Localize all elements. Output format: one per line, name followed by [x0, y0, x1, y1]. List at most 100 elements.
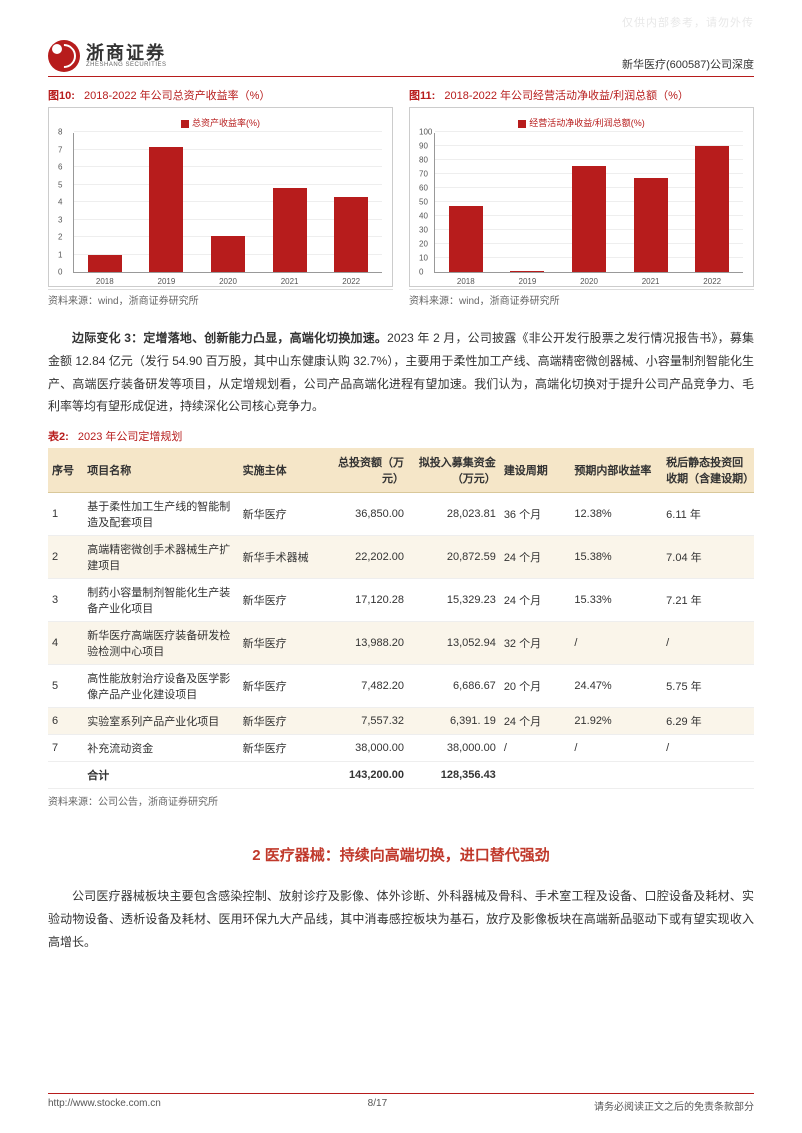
footer-disclaimer: 请务必阅读正文之后的免责条款部分: [594, 1098, 754, 1113]
table-cell: 2: [48, 536, 83, 579]
bar: [211, 236, 245, 272]
table-cell: 38,000.00: [323, 735, 408, 762]
table-cell: 24 个月: [500, 708, 571, 735]
table-cell: 合计: [83, 762, 238, 789]
ytick: 80: [419, 156, 428, 165]
table-cell: 1: [48, 493, 83, 536]
table-cell: 36,850.00: [323, 493, 408, 536]
table-cell: 6,686.67: [408, 665, 500, 708]
ytick: 0: [58, 268, 62, 277]
ytick: 6: [58, 163, 62, 172]
th-payback: 税后静态投资回收期（含建设期）: [662, 448, 754, 493]
table-cell: 20,872.59: [408, 536, 500, 579]
footer-url: http://www.stocke.com.cn: [48, 1098, 161, 1113]
table-cell: /: [662, 735, 754, 762]
ytick: 30: [419, 226, 428, 235]
table-cell: 高性能放射治疗设备及医学影像产品产业化建设项目: [83, 665, 238, 708]
table-cell: 6.29 年: [662, 708, 754, 735]
table-cell: 高端精密微创手术器械生产扩建项目: [83, 536, 238, 579]
table-cell: 基于柔性加工生产线的智能制造及配套项目: [83, 493, 238, 536]
th-num: 序号: [48, 448, 83, 493]
xtick: 2021: [281, 277, 299, 286]
chart-10-source: 资料来源：wind，浙商证券研究所: [48, 289, 393, 307]
th-irr: 预期内部收益率: [570, 448, 662, 493]
table-cell: 3: [48, 579, 83, 622]
table-cell: 7: [48, 735, 83, 762]
table-cell: 新华医疗高端医疗装备研发检验检测中心项目: [83, 622, 238, 665]
table-cell: 20 个月: [500, 665, 571, 708]
table-cell: 17,120.28: [323, 579, 408, 622]
footer-page: 8/17: [368, 1098, 387, 1113]
bar: [273, 188, 307, 272]
table-cell: 28,023.81: [408, 493, 500, 536]
ytick: 8: [58, 128, 62, 137]
ytick: 10: [419, 254, 428, 263]
table-cell: 143,200.00: [323, 762, 408, 789]
xtick: 2019: [157, 277, 175, 286]
table-row: 1基于柔性加工生产线的智能制造及配套项目新华医疗36,850.0028,023.…: [48, 493, 754, 536]
table-cell: /: [500, 735, 571, 762]
chart-10-tag: 图10:: [48, 90, 75, 102]
ytick: 0: [419, 268, 423, 277]
ytick: 90: [419, 142, 428, 151]
table-cell: 新华医疗: [239, 622, 324, 665]
table-cell: 13,988.20: [323, 622, 408, 665]
table-cell: 6: [48, 708, 83, 735]
page-header: 浙商证券 ZHESHANG SECURITIES 新华医疗(600587)公司深…: [48, 40, 754, 77]
table-cell: 补充流动资金: [83, 735, 238, 762]
table-row: 3制药小容量制剂智能化生产装备产业化项目新华医疗17,120.2815,329.…: [48, 579, 754, 622]
th-entity: 实施主体: [239, 448, 324, 493]
table-cell: 新华医疗: [239, 708, 324, 735]
ytick: 7: [58, 145, 62, 154]
table-cell: 38,000.00: [408, 735, 500, 762]
logo-cn: 浙商证券: [86, 44, 167, 62]
table-2-title: 2023 年公司定增规划: [78, 431, 183, 443]
th-raise: 拟投入募集资金（万元）: [408, 448, 500, 493]
chart-11-legend: 经营活动净收益/利润总额(%): [416, 116, 747, 129]
xtick: 2021: [642, 277, 660, 286]
th-inv: 总投资额（万元）: [323, 448, 408, 493]
table-cell: 新华医疗: [239, 579, 324, 622]
table-cell: [500, 762, 571, 789]
bar: [695, 146, 729, 272]
xtick: 2018: [96, 277, 114, 286]
table-cell: 32 个月: [500, 622, 571, 665]
table-cell: 7.21 年: [662, 579, 754, 622]
paragraph-medical-devices: 公司医疗器械板块主要包含感染控制、放射诊疗及影像、体外诊断、外科器械及骨科、手术…: [48, 885, 754, 953]
table-header-row: 序号 项目名称 实施主体 总投资额（万元） 拟投入募集资金（万元） 建设周期 预…: [48, 448, 754, 493]
table-row: 4新华医疗高端医疗装备研发检验检测中心项目新华医疗13,988.2013,052…: [48, 622, 754, 665]
ytick: 2: [58, 233, 62, 242]
ytick: 50: [419, 198, 428, 207]
xtick: 2019: [518, 277, 536, 286]
chart-11-tag: 图11:: [409, 90, 435, 102]
table-cell: 5.75 年: [662, 665, 754, 708]
table-cell: 12.38%: [570, 493, 662, 536]
table-cell: 21.92%: [570, 708, 662, 735]
table-cell: 15,329.23: [408, 579, 500, 622]
table-cell: [570, 762, 662, 789]
ytick: 40: [419, 212, 428, 221]
table-row: 2高端精密微创手术器械生产扩建项目新华手术器械22,202.0020,872.5…: [48, 536, 754, 579]
ytick: 100: [419, 128, 432, 137]
bar: [449, 206, 483, 272]
table-total-row: 合计143,200.00128,356.43: [48, 762, 754, 789]
watermark-text: 仅供内部参考，请勿外传: [622, 14, 754, 30]
table-row: 5高性能放射治疗设备及医学影像产品产业化建设项目新华医疗7,482.206,68…: [48, 665, 754, 708]
doc-title: 新华医疗(600587)公司深度: [622, 56, 754, 72]
xtick: 2022: [342, 277, 360, 286]
th-name: 项目名称: [83, 448, 238, 493]
chart-10-title: 2018-2022 年公司总资产收益率（%）: [84, 90, 270, 102]
logo-en: ZHESHANG SECURITIES: [86, 62, 167, 68]
ytick: 1: [58, 250, 62, 259]
table-cell: 7,482.20: [323, 665, 408, 708]
table-cell: 24 个月: [500, 579, 571, 622]
ytick: 4: [58, 198, 62, 207]
table-cell: 15.33%: [570, 579, 662, 622]
chart-10-block: 图10: 2018-2022 年公司总资产收益率（%） 总资产收益率(%) 01…: [48, 87, 393, 307]
bar: [88, 255, 122, 272]
ytick: 70: [419, 170, 428, 179]
logo-block: 浙商证券 ZHESHANG SECURITIES: [48, 40, 167, 72]
paragraph-marginal-change-3: 边际变化 3：定增落地、创新能力凸显，高端化切换加速。2023 年 2 月，公司…: [48, 327, 754, 418]
ytick: 5: [58, 180, 62, 189]
table-cell: 7,557.32: [323, 708, 408, 735]
